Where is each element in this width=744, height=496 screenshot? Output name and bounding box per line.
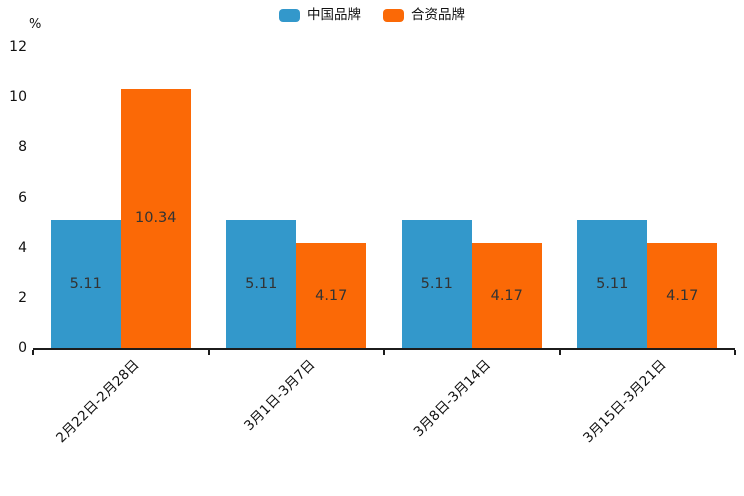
y-axis-tick-label: 6 (18, 189, 27, 206)
y-axis-tick-label: 10 (9, 89, 27, 106)
legend-item-label: 中国品牌 (307, 7, 361, 23)
bar (296, 243, 367, 348)
x-axis-category-label: 2月22日-2月28日 (53, 356, 143, 447)
bar (120, 88, 191, 348)
y-axis-tick-label: 2 (18, 289, 27, 306)
y-axis-unit-label: % (29, 17, 42, 32)
bar (647, 243, 718, 348)
bar (471, 243, 542, 348)
bar-value-label: 4.17 (490, 287, 523, 304)
bar (401, 219, 472, 348)
bar-value-label: 5.11 (596, 275, 629, 292)
x-axis-tick-mark (558, 350, 561, 355)
x-axis-category-label: 3月15日-3月21日 (580, 356, 670, 447)
bar-value-label: 4.17 (315, 287, 348, 304)
bar (226, 219, 297, 348)
legend-item: 中国品牌 (279, 7, 361, 23)
legend-swatch-icon (279, 8, 300, 22)
bar (50, 219, 121, 348)
x-axis-tick-mark (383, 350, 385, 355)
x-axis-category-label: 3月1日-3月7日 (241, 356, 319, 435)
x-axis-line (33, 348, 735, 350)
legend-item: 合资品牌 (383, 7, 465, 23)
bar (577, 219, 648, 348)
bar-value-label: 4.17 (666, 287, 699, 304)
y-axis-tick-label: 0 (18, 340, 27, 356)
bar-value-label: 10.34 (134, 210, 177, 227)
legend-swatch-icon (383, 8, 404, 22)
y-axis-tick-label: 4 (18, 239, 27, 256)
bar-value-label: 5.11 (245, 275, 278, 292)
x-axis-category-label: 3月8日-3月14日 (410, 356, 494, 441)
bar-value-label: 5.11 (69, 275, 102, 292)
x-axis-tick-mark (207, 350, 210, 355)
chart-legend: 中国品牌 合资品牌 (0, 7, 744, 23)
x-axis-tick-mark (734, 350, 736, 355)
legend-item-label: 合资品牌 (411, 7, 465, 23)
x-axis-tick-mark (32, 350, 34, 355)
y-axis-tick-label: 8 (18, 139, 27, 156)
bar-value-label: 5.11 (420, 275, 453, 292)
y-axis-tick-label: 12 (9, 39, 27, 55)
